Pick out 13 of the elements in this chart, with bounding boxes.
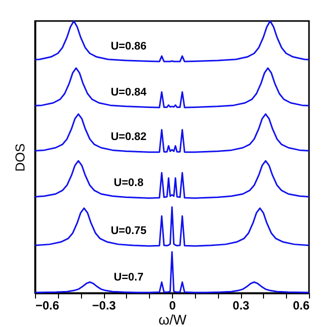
x-tick-label: −0.3: [92, 298, 116, 312]
series-label: U=0.8: [114, 177, 144, 190]
series-label: U=0.84: [110, 86, 148, 98]
series-label: U=0.82: [110, 131, 147, 144]
y-axis-title: DOS: [12, 143, 28, 172]
x-axis-title: ω/W: [158, 312, 188, 327]
x-tick-label: 0.3: [232, 298, 250, 312]
x-tick-label: 0: [169, 298, 176, 312]
x-tick-label: 0.6: [292, 298, 310, 312]
series-label: U=0.7: [114, 271, 144, 284]
series-label: U=0.75: [110, 224, 147, 237]
series-label: U=0.86: [110, 40, 147, 53]
x-tick-label: −0.6: [36, 298, 60, 312]
